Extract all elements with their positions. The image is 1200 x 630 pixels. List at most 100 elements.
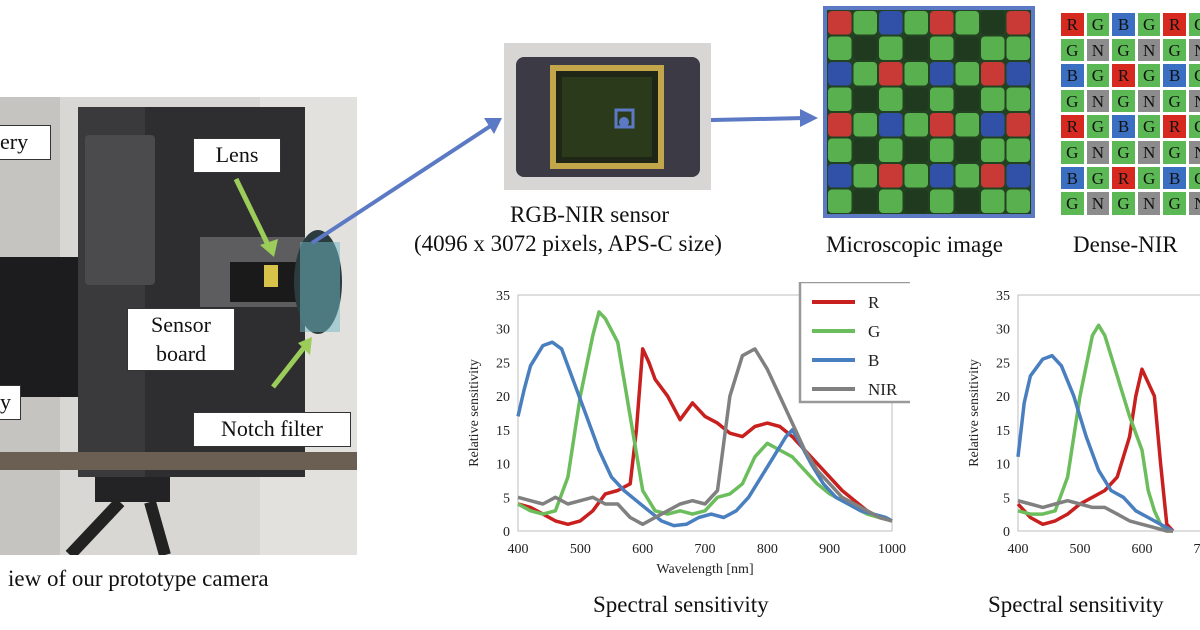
notch-filter-label: Notch filter — [193, 412, 351, 447]
y-tick-label: 35 — [496, 289, 510, 304]
series-line-g — [1017, 323, 1173, 533]
dense-cell: G — [1188, 114, 1200, 139]
dense-cell: G — [1162, 88, 1187, 114]
dense-cell: R — [1162, 114, 1187, 139]
micro-pixel — [955, 189, 979, 213]
dense-cell: G — [1111, 37, 1136, 63]
legend-label-b: B — [868, 351, 879, 370]
series-line-r — [517, 347, 893, 527]
micro-pixel — [853, 138, 877, 162]
chart-1: 0 5 10 15 20 25 30 35 400 500 600 700 800 900 1000 Wave… — [460, 280, 932, 592]
micro-pixel — [955, 87, 979, 111]
micro-pixel — [853, 11, 877, 35]
dense-cell: G — [1060, 88, 1085, 114]
micro-pixel — [1006, 138, 1030, 162]
dense-cell: G — [1162, 140, 1187, 165]
series-line-nir — [1017, 498, 1173, 533]
dense-cell: R — [1060, 12, 1085, 37]
y-tick-label: 30 — [496, 323, 510, 338]
dense-cell: R — [1162, 12, 1187, 37]
series-line-b — [516, 340, 893, 528]
dense-cell: N — [1085, 88, 1111, 114]
micro-pixel — [853, 36, 877, 60]
x-tick-label: 700 — [695, 542, 716, 557]
chart-2-title: Spectral sensitivity — [988, 592, 1164, 617]
sensor-board-label-line2: board — [155, 340, 207, 366]
sensor-caption-1: RGB-NIR sensor — [510, 202, 670, 227]
lens-label: Lens — [193, 138, 281, 173]
microscopic-image — [823, 6, 1035, 218]
dense-cell: G — [1136, 165, 1162, 191]
y-tick-label: 20 — [496, 390, 510, 405]
micro-pixel — [930, 113, 954, 137]
dense-cell: N — [1188, 191, 1200, 216]
x-axis-label: Wavelength [nm] — [656, 562, 753, 577]
micro-pixel — [828, 138, 852, 162]
micro-pixel — [879, 87, 903, 111]
dense-cell: R — [1060, 114, 1085, 139]
micro-pixel — [879, 113, 903, 137]
micro-pixel — [930, 11, 954, 35]
legend-label-g: G — [868, 322, 880, 341]
micro-pixel — [904, 36, 928, 60]
y-tick-label: 25 — [496, 356, 510, 371]
micro-pixel — [853, 164, 877, 188]
micro-pixel — [1006, 189, 1030, 213]
micro-pixel — [828, 164, 852, 188]
micro-pixel — [904, 87, 928, 111]
y-tick-label: 0 — [503, 525, 510, 540]
micro-pixel — [930, 138, 954, 162]
chart-2: 05101520253035400500600700WaveleRelative… — [955, 282, 1200, 592]
x-tick-label: 600 — [1132, 542, 1153, 557]
x-tick-label: 700 — [1194, 542, 1200, 557]
dense-cell: N — [1085, 37, 1111, 63]
micro-pixel — [930, 62, 954, 86]
y-tick-label: 30 — [996, 323, 1010, 338]
sensor-caption-2: (4096 x 3072 pixels, APS-C size) — [414, 231, 722, 256]
sensor-board-label: Sensor board — [127, 308, 235, 372]
plot-frame — [1017, 294, 1200, 532]
micro-pixel — [1006, 87, 1030, 111]
dense-nir-pattern: RGBGRGNGNGNGNGBGRGBGRGNGNGNGRGBGRGBGNGNG… — [1060, 12, 1200, 218]
micro-pixel — [904, 62, 928, 86]
y-tick-label: 15 — [496, 424, 510, 439]
y-tick-label: 0 — [1003, 525, 1010, 540]
micro-pixel — [904, 138, 928, 162]
micro-pixel — [853, 189, 877, 213]
micro-pixel — [1006, 113, 1030, 137]
dense-cell: G — [1085, 12, 1111, 37]
micro-pixel — [930, 189, 954, 213]
microscopic-caption: Microscopic image — [826, 232, 1003, 257]
micro-pixel — [879, 11, 903, 35]
series-line-r — [1016, 367, 1175, 533]
micro-pixel — [955, 36, 979, 60]
y-tick-label: 20 — [996, 390, 1010, 405]
battery-label: ery — [0, 125, 51, 160]
dense-cell: B — [1162, 63, 1187, 88]
dense-cell: G — [1060, 140, 1085, 165]
sensor-photo — [504, 43, 711, 190]
y-tick-label: 25 — [996, 356, 1010, 371]
micro-pixel — [828, 87, 852, 111]
micro-pixel — [955, 113, 979, 137]
micro-pixel — [981, 11, 1005, 35]
dense-cell: B — [1060, 63, 1085, 88]
y-tick-label: 15 — [996, 424, 1010, 439]
dense-cell: G — [1060, 37, 1085, 63]
camera-caption: iew of our prototype camera — [8, 566, 269, 591]
micro-pixel — [981, 62, 1005, 86]
dense-cell: N — [1136, 140, 1162, 165]
micro-pixel — [879, 164, 903, 188]
micro-pixel — [1006, 36, 1030, 60]
sensor-board-label-line1: Sensor — [151, 312, 211, 337]
series-line-g — [517, 310, 893, 523]
micro-pixel — [904, 11, 928, 35]
x-tick-label: 500 — [570, 542, 591, 557]
micro-pixel — [828, 113, 852, 137]
micro-pixel — [1006, 11, 1030, 35]
dense-cell: N — [1136, 37, 1162, 63]
dense-cell: B — [1060, 165, 1085, 191]
x-tick-label: 500 — [1070, 542, 1091, 557]
dense-cell: N — [1136, 88, 1162, 114]
legend-label-r: R — [868, 293, 880, 312]
